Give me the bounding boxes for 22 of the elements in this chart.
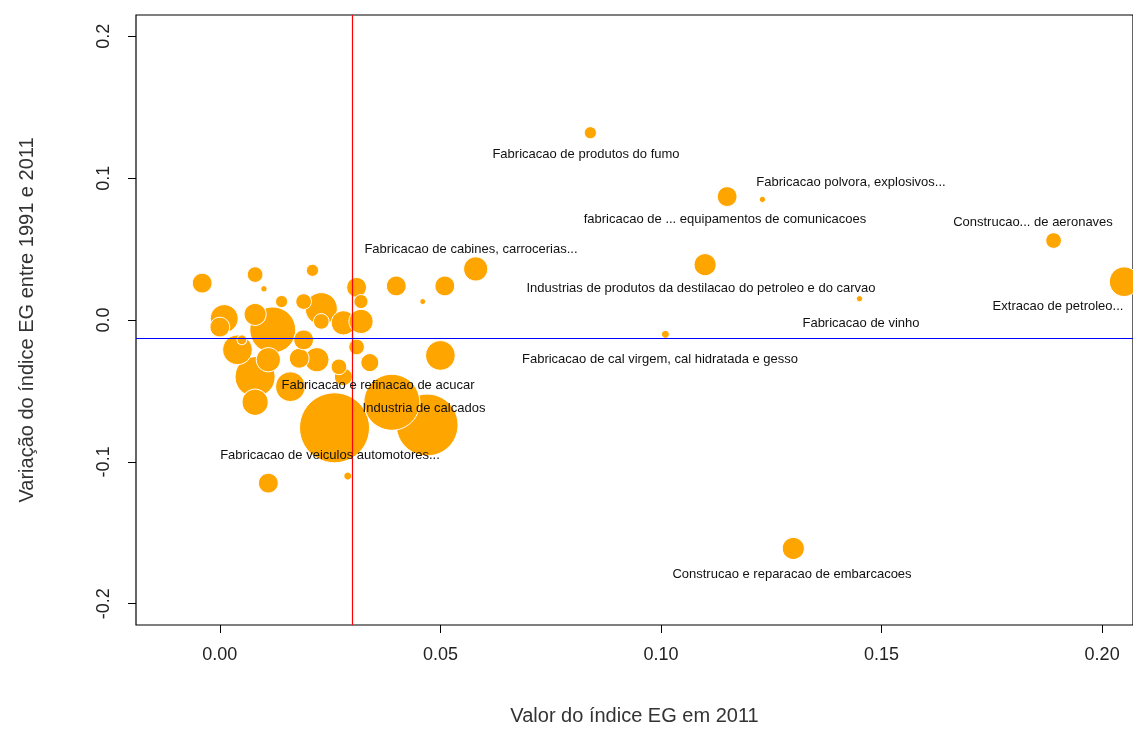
x-tick-label: 0.05 xyxy=(422,644,458,664)
y-tick-label: -0.1 xyxy=(93,446,113,478)
annotation: Fabricacao de produtos do fumo xyxy=(492,145,680,161)
annotation: Fabricacao de cabines, carrocerias... xyxy=(364,240,578,256)
annotation: fabricacao de ... equipamentos de comunicacoes xyxy=(583,210,867,226)
x-tick-label: 0.15 xyxy=(864,644,900,664)
annotation: Construcao... de aeronaves xyxy=(953,213,1114,229)
y-tick-label: 0.1 xyxy=(93,165,113,191)
y-tick-label: -0.2 xyxy=(93,588,113,620)
annotation: Construcao e reparacao de embarcacoes xyxy=(672,565,913,581)
y-tick-label: 0.2 xyxy=(93,23,113,49)
annotation: Fabricacao polvora, explosivos... xyxy=(756,173,946,189)
annotation: Industrias de produtos da destilacao do petroleo e do carvao xyxy=(526,279,876,295)
x-tick-label: 0.10 xyxy=(643,644,679,664)
x-tick-label: 0.20 xyxy=(1084,644,1120,664)
annotation: Extracao de petroleo... xyxy=(992,297,1124,313)
x-tick-label: 0.00 xyxy=(202,644,238,664)
x-axis-title: Valor do índice EG em 2011 xyxy=(510,704,759,726)
y-tick-label: 0.0 xyxy=(93,307,113,333)
annotation: Fabricacao de cal virgem, cal hidratada e gesso xyxy=(521,350,799,366)
y-axis-title: Variação do índice EG entre 1991 e 2011 xyxy=(15,137,37,503)
annotation: Fabricacao de vinho xyxy=(802,314,920,330)
